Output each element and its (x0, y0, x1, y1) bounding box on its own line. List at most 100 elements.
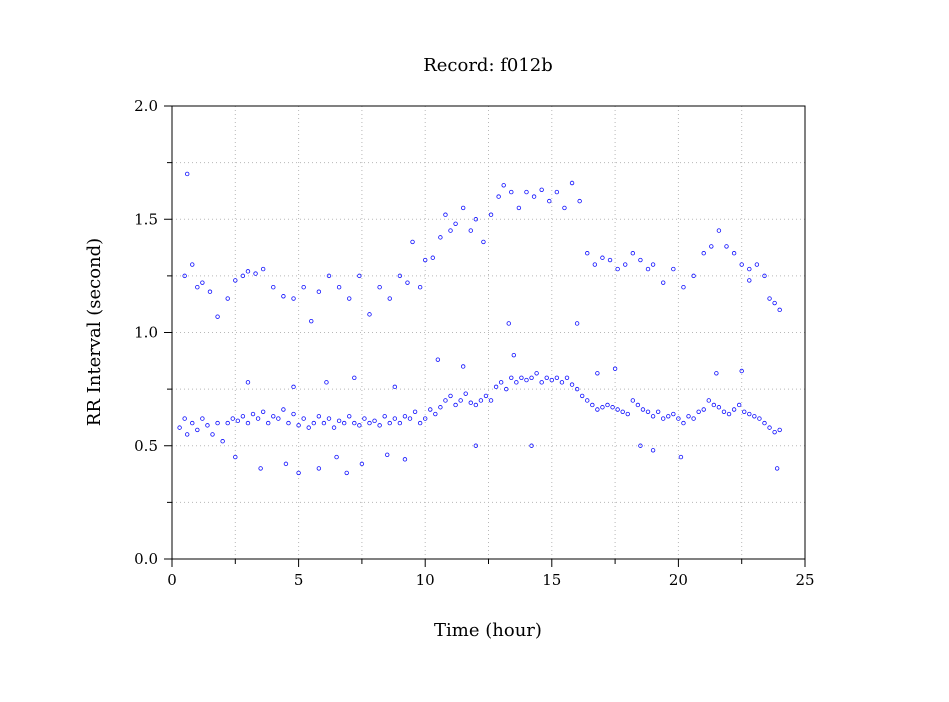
data-point (757, 416, 762, 421)
data-point (706, 398, 711, 403)
data-point (676, 416, 681, 421)
data-points (177, 171, 782, 476)
data-point (724, 244, 729, 249)
data-point (460, 364, 466, 369)
data-point (233, 454, 238, 460)
data-point (210, 432, 215, 437)
data-point (412, 409, 418, 414)
data-point (463, 391, 468, 396)
data-point (777, 427, 782, 433)
data-point (372, 418, 377, 424)
data-point (235, 418, 241, 424)
data-point (630, 398, 636, 403)
data-point (478, 398, 484, 403)
data-point (747, 266, 752, 272)
data-point (195, 285, 200, 290)
data-point (612, 366, 618, 371)
data-point (547, 198, 552, 204)
data-point (736, 402, 742, 408)
data-point (569, 180, 575, 186)
data-point (190, 262, 195, 267)
data-point (731, 251, 737, 256)
data-point (392, 384, 398, 390)
data-point (271, 414, 276, 419)
data-point (691, 416, 696, 421)
data-point (531, 194, 537, 199)
data-point (481, 239, 486, 245)
data-point (595, 371, 600, 376)
data-point (726, 411, 732, 417)
data-point (640, 407, 646, 412)
data-point (681, 285, 686, 290)
data-point (701, 251, 706, 256)
data-point (291, 384, 296, 390)
data-point (344, 470, 349, 476)
data-point (539, 380, 544, 385)
y-tick-label: 0.5 (134, 437, 158, 455)
x-tick-label: 5 (294, 571, 304, 589)
data-point (233, 278, 238, 283)
data-point (645, 409, 651, 414)
data-point (650, 448, 656, 453)
data-point (182, 416, 187, 421)
data-point (509, 375, 514, 380)
data-point (592, 262, 598, 267)
data-point (686, 414, 691, 419)
data-point (301, 416, 306, 421)
data-point (752, 414, 757, 419)
data-point (296, 423, 301, 428)
data-point (650, 414, 656, 419)
data-point (544, 375, 549, 380)
data-point (410, 239, 415, 245)
data-point (225, 296, 230, 301)
data-point (397, 420, 403, 426)
data-point (691, 273, 696, 279)
data-point (392, 416, 398, 421)
data-point (488, 398, 494, 403)
data-point (762, 420, 767, 426)
data-point (260, 409, 266, 414)
data-point (184, 432, 190, 437)
y-axis-label: RR Interval (second) (84, 238, 105, 426)
data-point (385, 452, 390, 458)
data-point (488, 212, 494, 217)
data-point (205, 423, 210, 428)
data-point (623, 262, 628, 267)
data-point (397, 273, 403, 279)
data-point (230, 416, 235, 421)
data-point (367, 312, 372, 317)
data-point (709, 244, 714, 249)
data-point (336, 418, 342, 424)
data-point (387, 420, 392, 426)
x-axis-label: Time (hour) (434, 620, 542, 641)
data-point (281, 407, 286, 412)
data-point (468, 228, 473, 233)
data-point (549, 377, 554, 383)
data-point (321, 420, 327, 426)
data-point (762, 273, 767, 279)
data-point (258, 466, 263, 471)
data-point (554, 375, 560, 380)
data-point (352, 420, 357, 426)
data-point (443, 212, 448, 217)
data-point (772, 300, 777, 306)
data-point (405, 280, 410, 285)
data-point (559, 380, 565, 385)
x-tick-label: 25 (795, 571, 814, 589)
data-point (747, 411, 752, 417)
data-point (430, 255, 435, 260)
data-point (524, 189, 529, 195)
data-point (266, 420, 271, 426)
data-point (529, 375, 534, 380)
data-point (458, 398, 463, 403)
data-point (509, 189, 514, 195)
data-point (435, 357, 441, 362)
data-point (184, 171, 190, 177)
data-point (714, 371, 719, 376)
data-point (240, 273, 246, 279)
data-point (250, 411, 256, 417)
data-point (260, 266, 266, 272)
data-point (225, 420, 230, 426)
